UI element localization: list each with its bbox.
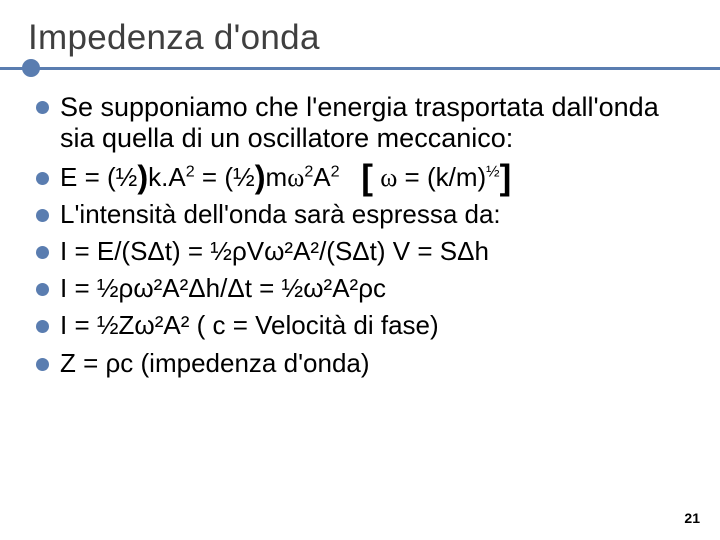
omega-1: ω — [287, 163, 304, 192]
l4-text: I = ½ρω²A²Δh/Δt = ½ω²A²ρc — [60, 273, 386, 303]
e-eq-b: k.A — [148, 162, 186, 192]
slide-title: Impedenza d'onda — [28, 18, 692, 58]
bullet-intro: Se supponiamo che l'energia trasportata … — [34, 92, 686, 154]
bracket-close: ] — [500, 158, 512, 197]
bracket-open: [ — [361, 158, 373, 197]
e-eq-e: A — [313, 162, 330, 192]
rule-line — [0, 67, 720, 70]
page-number: 21 — [684, 510, 700, 526]
sup-2: 2 — [304, 162, 313, 180]
bullet-energy: E = (½)k.A2 = (½)mω2A2 [ ω = (k/m)½] — [34, 160, 686, 195]
bullet-i2: I = ½ρω²A²Δh/Δt = ½ω²A²ρc — [34, 271, 686, 306]
l2-text: L'intensità dell'onda sarà espressa da: — [60, 199, 501, 229]
l3-text: I = E/(SΔt) = ½ρVω²A²/(SΔt) V = SΔh — [60, 236, 489, 266]
e-eq-f: = (k/m) — [397, 162, 486, 192]
e-eq-d: m — [266, 162, 288, 192]
bullet-i1: I = E/(SΔt) = ½ρVω²A²/(SΔt) V = SΔh — [34, 234, 686, 269]
sup-1: 2 — [186, 162, 195, 180]
sup-3: 2 — [331, 162, 340, 180]
half-1: ½ — [116, 162, 138, 192]
bullet-z: Z = ρc (impedenza d'onda) — [34, 346, 686, 381]
half-2: ½ — [233, 162, 255, 192]
paren-2: ) — [255, 159, 266, 195]
l6-text: Z = ρc (impedenza d'onda) — [60, 348, 370, 378]
sup-half: ½ — [486, 162, 499, 180]
e-eq-a: E = ( — [60, 162, 116, 192]
rule-dot — [22, 59, 40, 77]
bullet-i3: I = ½Zω²A² ( c = Velocità di fase) — [34, 308, 686, 343]
bullet-intensity-intro: L'intensità dell'onda sarà espressa da: — [34, 197, 686, 232]
intro-text: Se supponiamo che l'energia trasportata … — [60, 92, 659, 153]
omega-2: ω — [380, 163, 397, 192]
e-eq-c: = ( — [195, 162, 233, 192]
slide: Impedenza d'onda Se supponiamo che l'ene… — [0, 0, 720, 540]
title-rule — [28, 64, 692, 74]
l5-text: I = ½Zω²A² ( c = Velocità di fase) — [60, 310, 439, 340]
bullet-list: Se supponiamo che l'energia trasportata … — [28, 92, 692, 381]
paren-1: ) — [137, 159, 148, 195]
